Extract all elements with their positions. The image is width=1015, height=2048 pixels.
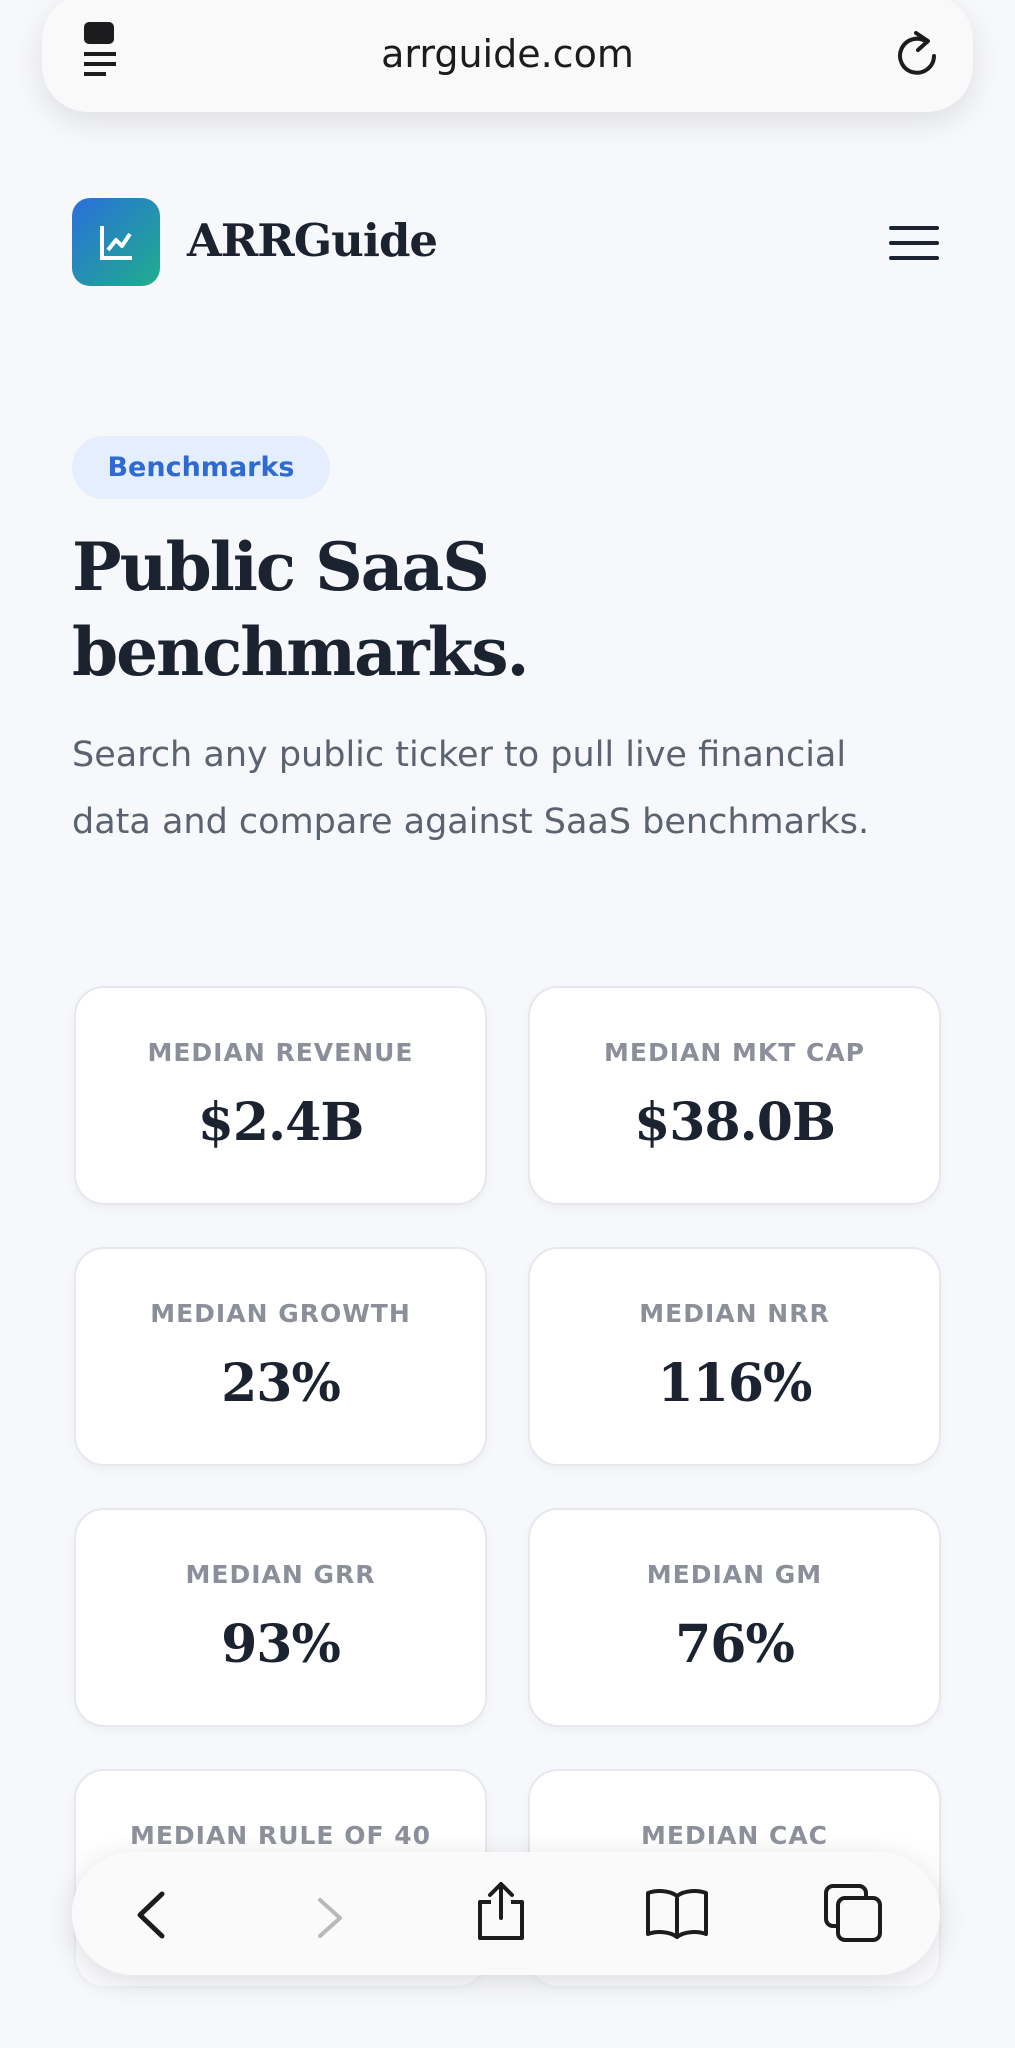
stat-label: MEDIAN MKT CAP	[603, 1038, 865, 1067]
subtitle: data and compare against SaaS benchmarks…	[72, 802, 870, 842]
browser-toolbar	[72, 1852, 940, 1975]
stat-card: MEDIAN GM 76%	[528, 1508, 941, 1727]
stat-label: MEDIAN GROWTH	[150, 1299, 411, 1328]
stat-value: 116%	[657, 1353, 813, 1414]
stat-value: $38.0B	[634, 1092, 836, 1153]
stat-card: MEDIAN MKT CAP $38.0B	[528, 986, 941, 1205]
reader-icon[interactable]	[80, 20, 126, 80]
logo[interactable]	[72, 198, 160, 286]
badge: Benchmarks	[72, 436, 330, 499]
forward-button[interactable]	[312, 1896, 348, 1940]
stat-card: MEDIAN NRR 116%	[528, 1247, 941, 1466]
stat-label: MEDIAN NRR	[639, 1299, 830, 1328]
share-button[interactable]	[474, 1880, 528, 1942]
stat-card: MEDIAN REVENUE $2.4B	[74, 986, 487, 1205]
bookmarks-button[interactable]	[644, 1886, 710, 1940]
stat-label: MEDIAN REVENUE	[147, 1038, 414, 1067]
brand-name[interactable]: ARRGuide	[187, 214, 438, 267]
stat-label: MEDIAN GM	[646, 1560, 823, 1589]
stat-label: MEDIAN GRR	[185, 1560, 376, 1589]
page-title: benchmarks.	[72, 613, 530, 691]
reload-icon[interactable]	[894, 28, 940, 78]
tabs-button[interactable]	[822, 1882, 884, 1944]
stat-card: MEDIAN GRR 93%	[74, 1508, 487, 1727]
logo-icon	[100, 226, 132, 260]
menu-button[interactable]	[888, 224, 940, 264]
back-button[interactable]	[132, 1890, 172, 1940]
page-title: Public SaaS	[72, 528, 490, 606]
stat-card: MEDIAN GROWTH 23%	[74, 1247, 487, 1466]
stat-value: 23%	[221, 1353, 341, 1414]
url-text[interactable]: arrguide.com	[381, 32, 634, 76]
address-bar[interactable]: arrguide.com	[42, 0, 973, 112]
stat-value: $2.4B	[197, 1092, 365, 1153]
stat-value: 93%	[221, 1614, 341, 1675]
subtitle: Search any public ticker to pull live fi…	[72, 735, 847, 775]
stat-value: 76%	[675, 1614, 795, 1675]
